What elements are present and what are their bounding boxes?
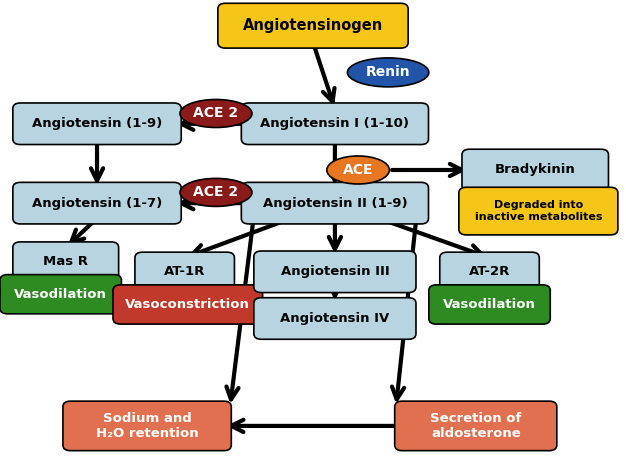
Text: Angiotensin I (1-10): Angiotensin I (1-10) — [260, 117, 409, 130]
FancyBboxPatch shape — [135, 252, 234, 291]
Text: Angiotensin II (1-9): Angiotensin II (1-9) — [262, 197, 408, 210]
Text: Mas R: Mas R — [43, 255, 88, 268]
Text: Secretion of
aldosterone: Secretion of aldosterone — [430, 412, 521, 440]
FancyBboxPatch shape — [429, 285, 550, 324]
FancyBboxPatch shape — [218, 3, 408, 48]
Text: Angiotensin (1-9): Angiotensin (1-9) — [32, 117, 162, 130]
Text: ACE 2: ACE 2 — [193, 106, 239, 120]
FancyBboxPatch shape — [242, 103, 429, 144]
FancyBboxPatch shape — [63, 401, 231, 451]
Ellipse shape — [180, 99, 252, 127]
Text: AT-2R: AT-2R — [469, 265, 510, 278]
Ellipse shape — [180, 178, 252, 206]
Text: Degraded into
inactive metabolites: Degraded into inactive metabolites — [475, 200, 602, 222]
FancyBboxPatch shape — [462, 149, 608, 191]
Ellipse shape — [347, 58, 429, 87]
Text: AT-1R: AT-1R — [164, 265, 205, 278]
FancyBboxPatch shape — [13, 183, 182, 224]
Text: Renin: Renin — [366, 65, 411, 79]
FancyBboxPatch shape — [13, 103, 182, 144]
FancyBboxPatch shape — [254, 298, 416, 339]
Text: Bradykinin: Bradykinin — [495, 163, 575, 177]
Text: Angiotensin IV: Angiotensin IV — [280, 312, 389, 325]
FancyBboxPatch shape — [254, 251, 416, 292]
Text: Vasoconstriction: Vasoconstriction — [125, 298, 250, 311]
FancyBboxPatch shape — [13, 242, 118, 281]
Text: Angiotensin (1-7): Angiotensin (1-7) — [32, 197, 162, 210]
Text: ACE: ACE — [343, 163, 373, 177]
Text: Vasodilation: Vasodilation — [443, 298, 536, 311]
Text: Angiotensinogen: Angiotensinogen — [243, 18, 383, 33]
Text: Sodium and
H₂O retention: Sodium and H₂O retention — [96, 412, 198, 440]
Text: ACE 2: ACE 2 — [193, 185, 239, 199]
Text: Vasodilation: Vasodilation — [14, 288, 107, 301]
FancyBboxPatch shape — [242, 183, 429, 224]
FancyBboxPatch shape — [113, 285, 262, 324]
Ellipse shape — [327, 156, 389, 184]
FancyBboxPatch shape — [459, 187, 618, 235]
FancyBboxPatch shape — [395, 401, 557, 451]
FancyBboxPatch shape — [439, 252, 539, 291]
Text: Angiotensin III: Angiotensin III — [280, 265, 389, 278]
FancyBboxPatch shape — [0, 275, 121, 314]
